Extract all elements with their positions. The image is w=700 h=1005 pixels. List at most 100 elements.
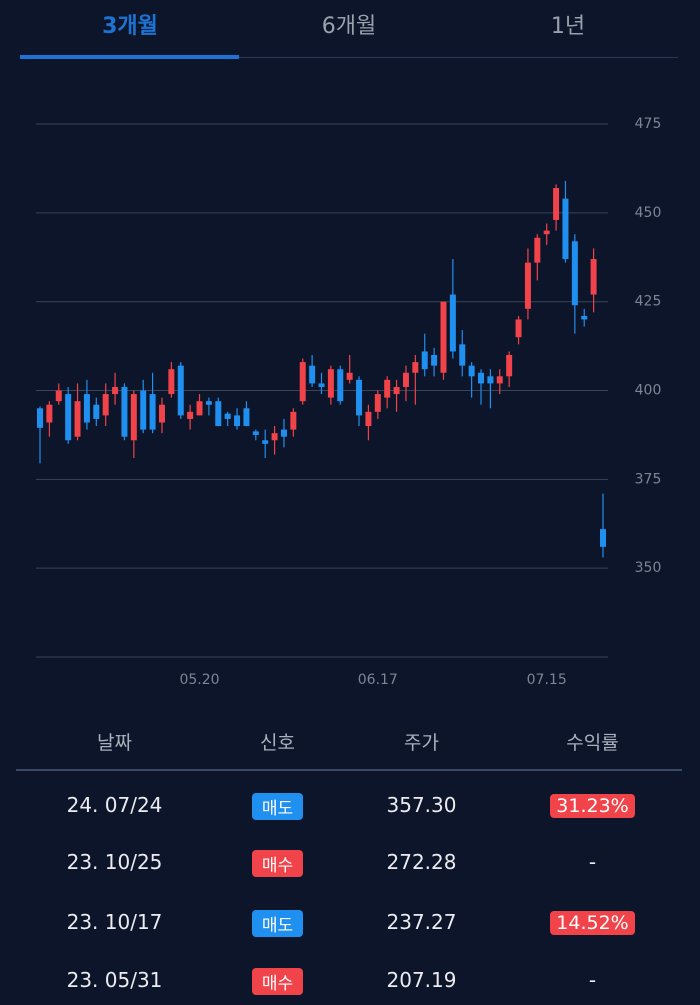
candle-body <box>149 394 156 430</box>
candle-body <box>196 401 203 416</box>
price: 237.27 <box>386 910 457 934</box>
candle-body <box>590 259 597 295</box>
candle-body <box>459 344 466 366</box>
date: 23. 10/25 <box>66 850 163 874</box>
candle-body <box>205 401 212 405</box>
x-tick-label: 07.15 <box>527 672 567 688</box>
tab-divider <box>20 57 678 58</box>
candle-body <box>515 319 522 338</box>
signal: 매도 <box>190 793 365 820</box>
candle-body <box>534 237 541 263</box>
signal-badge: 매도 <box>251 910 304 937</box>
y-tick-label: 375 <box>635 471 662 487</box>
candle-body <box>46 404 53 423</box>
tab[interactable]: 1년 <box>550 14 586 39</box>
price: 272.28 <box>386 850 457 874</box>
candle-body <box>65 394 72 441</box>
candle-body <box>440 301 447 373</box>
y-tick-label: 350 <box>635 560 662 576</box>
candle-body <box>384 379 391 398</box>
column-header: 신호 <box>260 732 295 754</box>
candle-body <box>356 379 363 416</box>
candle-body <box>55 390 62 402</box>
candle-body <box>468 365 475 377</box>
y-tick-label: 425 <box>635 294 662 310</box>
date: 24. 07/24 <box>66 793 163 817</box>
candle-body <box>140 390 147 430</box>
candle-body <box>496 376 503 384</box>
return: - <box>588 850 597 874</box>
return-badge: 31.23% <box>550 794 635 818</box>
candle-body <box>393 386 400 395</box>
table-divider <box>16 769 682 771</box>
candle-body <box>374 394 381 412</box>
candle-body <box>130 394 137 441</box>
candle-body <box>581 315 588 320</box>
signal-badge: 매도 <box>251 793 304 820</box>
signal: 매도 <box>190 910 365 937</box>
return-badge: 14.52% <box>550 911 635 935</box>
candle-body <box>431 354 438 366</box>
tab[interactable]: 3개월 <box>102 14 158 39</box>
candle-body <box>93 404 100 419</box>
candle-body <box>299 362 306 402</box>
x-tick-label: 06.17 <box>358 672 398 688</box>
y-tick-label: 400 <box>635 383 662 399</box>
candle-body <box>449 294 456 352</box>
column-header: 주가 <box>404 732 439 754</box>
price: 207.19 <box>386 968 457 992</box>
column-header: 날짜 <box>97 732 132 754</box>
candle-body <box>553 187 560 220</box>
candle-body <box>543 230 550 235</box>
candle-body <box>243 408 250 427</box>
candle-body <box>83 394 90 423</box>
signal: 매수 <box>190 850 365 877</box>
return: 14.52% <box>505 910 680 935</box>
y-tick-label: 450 <box>635 205 662 221</box>
signal-badge: 매수 <box>251 968 304 995</box>
candle-body <box>402 372 409 387</box>
candle-body <box>421 351 428 370</box>
tab[interactable]: 6개월 <box>321 14 377 39</box>
candle-body <box>571 241 578 306</box>
candle-body <box>224 413 231 419</box>
candle-body <box>177 365 184 416</box>
candle-body <box>600 529 606 547</box>
candle-body <box>74 401 81 437</box>
candle-body <box>102 394 109 416</box>
candle-body <box>262 440 269 444</box>
return: 31.23% <box>505 793 680 818</box>
candle-body <box>487 376 494 384</box>
candle-body <box>478 372 485 384</box>
candle-body <box>506 354 513 377</box>
y-tick-label: 475 <box>635 116 662 132</box>
candle-body <box>121 386 128 437</box>
candle-body <box>337 369 344 402</box>
signal-badge: 매수 <box>251 850 304 877</box>
candle-body <box>346 372 353 380</box>
candle-body <box>524 262 531 309</box>
candle-body <box>365 411 372 427</box>
candle-body <box>309 365 316 384</box>
chart: 350 375 400 425 450 475 05.20 06.17 07.15 <box>36 116 662 688</box>
candle-body <box>168 369 175 395</box>
candle-body <box>327 369 334 398</box>
signal: 매수 <box>190 968 365 995</box>
price: 357.30 <box>386 793 457 817</box>
date: 23. 05/31 <box>66 968 163 992</box>
tab-indicator <box>20 55 239 59</box>
candle-body <box>271 433 278 441</box>
return: - <box>588 968 597 992</box>
candle-body <box>187 411 194 419</box>
candle-body <box>412 362 419 373</box>
candle-body <box>158 404 165 423</box>
candle-body <box>280 429 287 437</box>
candle-body <box>112 386 119 395</box>
candle-body <box>252 431 259 435</box>
date: 23. 10/17 <box>66 910 163 934</box>
candle-body <box>318 383 325 387</box>
x-tick-label: 05.20 <box>179 672 219 688</box>
candle-body <box>562 198 569 260</box>
candle-body <box>234 415 241 427</box>
